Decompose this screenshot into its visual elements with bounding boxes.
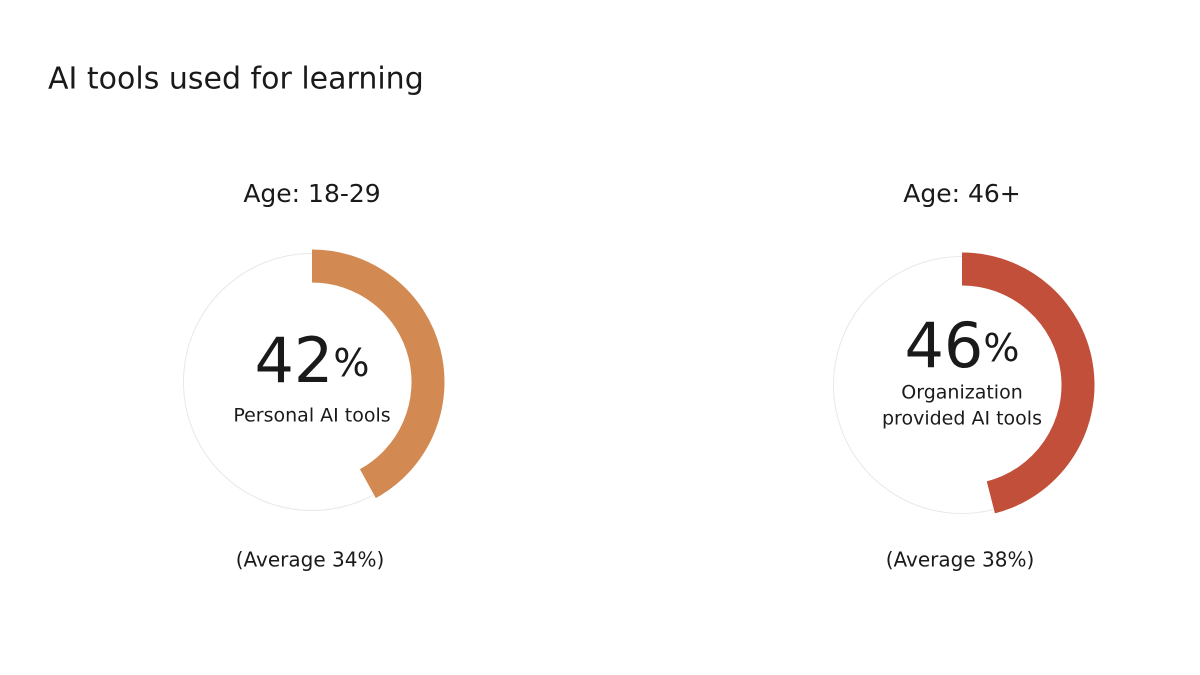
- page-title: AI tools used for learning: [48, 62, 424, 97]
- average-note: (Average 34%): [236, 548, 385, 572]
- donut-arc: [961, 252, 1095, 514]
- average-note: (Average 38%): [886, 548, 1035, 572]
- chart-title: Age: 18-29: [243, 179, 380, 208]
- donut-arc: [311, 249, 445, 499]
- value-label: 46%: [904, 309, 1019, 382]
- chart-title: Age: 46+: [903, 179, 1020, 208]
- value-label: 42%: [254, 324, 369, 397]
- value-number: 42: [254, 324, 333, 397]
- category-label: Organization: [901, 382, 1022, 404]
- value-unit: %: [333, 341, 369, 385]
- value-unit: %: [983, 326, 1019, 370]
- category-label: Personal AI tools: [233, 405, 390, 427]
- category-label: provided AI tools: [882, 408, 1042, 430]
- value-number: 46: [904, 309, 983, 382]
